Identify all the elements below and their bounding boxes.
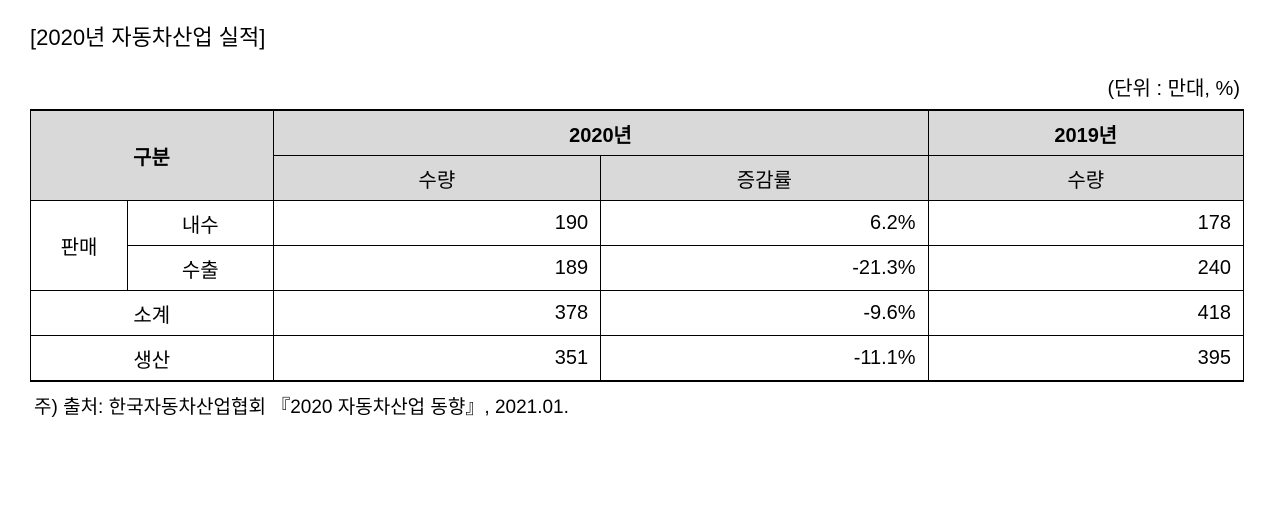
- domestic-qty-2019: 178: [928, 201, 1243, 246]
- table-row: 판매 내수 190 6.2% 178: [31, 201, 1244, 246]
- production-rate: -11.1%: [601, 336, 929, 382]
- domestic-label: 내수: [128, 201, 274, 246]
- export-label: 수출: [128, 246, 274, 291]
- production-qty-2020: 351: [273, 336, 601, 382]
- source-footnote: 주) 출처: 한국자동차산업협회 『2020 자동차산업 동향』, 2021.0…: [30, 392, 1244, 419]
- production-qty-2019: 395: [928, 336, 1243, 382]
- subtotal-qty-2019: 418: [928, 291, 1243, 336]
- performance-table: 구분 2020년 2019년 수량 증감률 수량 판매 내수 190 6.2% …: [30, 109, 1244, 382]
- domestic-rate: 6.2%: [601, 201, 929, 246]
- subtotal-rate: -9.6%: [601, 291, 929, 336]
- export-qty-2020: 189: [273, 246, 601, 291]
- header-qty-2020: 수량: [273, 156, 601, 201]
- table-row: 생산 351 -11.1% 395: [31, 336, 1244, 382]
- header-rate: 증감률: [601, 156, 929, 201]
- production-label: 생산: [31, 336, 274, 382]
- domestic-qty-2020: 190: [273, 201, 601, 246]
- document-title: [2020년 자동차산업 실적]: [30, 20, 1244, 52]
- header-2019: 2019년: [928, 110, 1243, 156]
- header-2020: 2020년: [273, 110, 928, 156]
- unit-label: (단위 : 만대, %): [30, 72, 1244, 101]
- export-rate: -21.3%: [601, 246, 929, 291]
- header-qty-2019: 수량: [928, 156, 1243, 201]
- table-row: 수출 189 -21.3% 240: [31, 246, 1244, 291]
- subtotal-label: 소계: [31, 291, 274, 336]
- export-qty-2019: 240: [928, 246, 1243, 291]
- sales-group-label: 판매: [31, 201, 128, 291]
- header-category: 구분: [31, 110, 274, 201]
- table-row: 소계 378 -9.6% 418: [31, 291, 1244, 336]
- subtotal-qty-2020: 378: [273, 291, 601, 336]
